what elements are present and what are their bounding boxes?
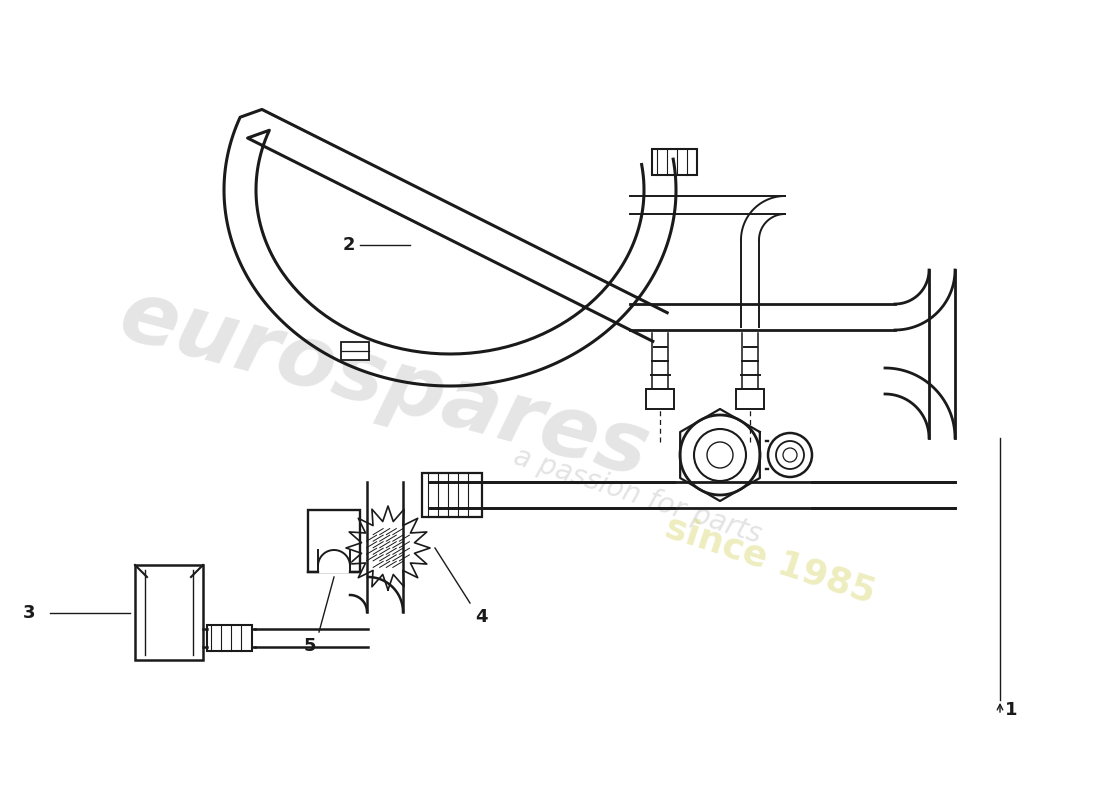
Text: a passion for parts: a passion for parts: [510, 442, 766, 550]
FancyBboxPatch shape: [341, 342, 370, 360]
Text: 1: 1: [1005, 701, 1018, 719]
Text: 3: 3: [22, 603, 35, 622]
Text: 4: 4: [475, 608, 487, 626]
Text: 5: 5: [304, 637, 316, 655]
Text: 2: 2: [342, 236, 355, 254]
Text: eurospares: eurospares: [111, 274, 659, 494]
Text: since 1985: since 1985: [661, 510, 879, 610]
